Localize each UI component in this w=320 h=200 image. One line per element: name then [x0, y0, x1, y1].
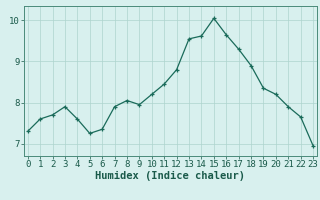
X-axis label: Humidex (Indice chaleur): Humidex (Indice chaleur) [95, 171, 245, 181]
